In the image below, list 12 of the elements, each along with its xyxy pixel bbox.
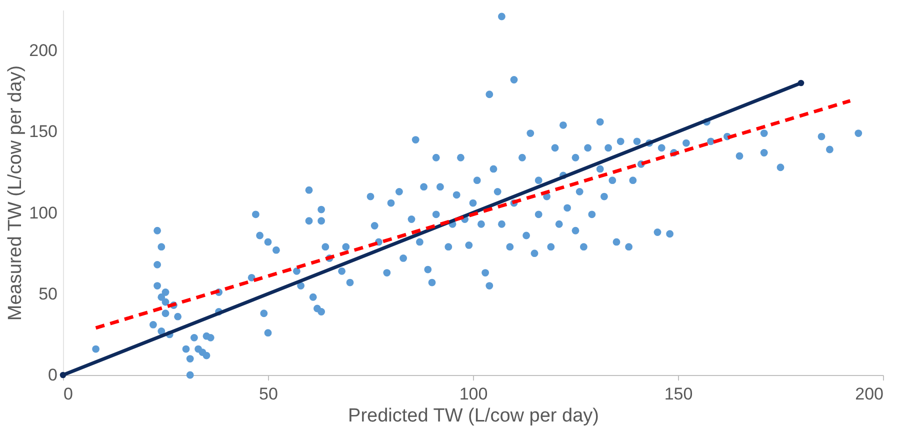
y-axis-title: Measured TW (L/cow per day)	[5, 65, 26, 321]
x-tick-label: 0	[64, 384, 73, 404]
x-tick-label: 200	[855, 384, 884, 404]
x-tick-label: 150	[664, 384, 693, 404]
y-tick-label: 50	[38, 284, 58, 304]
x-tick-label: 50	[259, 384, 278, 404]
x-axis-title: Predicted TW (L/cow per day)	[348, 406, 599, 426]
y-tick-label: 150	[29, 122, 58, 142]
y-tick-label: 200	[29, 41, 58, 60]
x-tick-label: 100	[459, 384, 488, 404]
y-tick-label: 0	[48, 366, 58, 384]
y-tick-label: 100	[29, 203, 58, 222]
